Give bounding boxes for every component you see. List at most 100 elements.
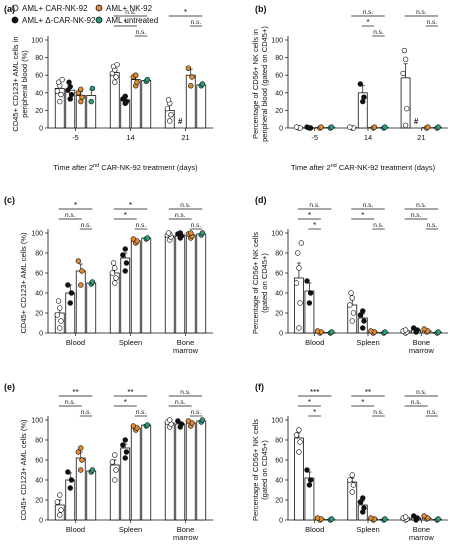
data-point: [360, 308, 366, 314]
y-axis-label: Percentage of CD56+ NK cells inperiphera…: [251, 26, 269, 142]
data-point: [293, 280, 300, 286]
y-tick-label: 40: [275, 478, 283, 485]
sig-label: n.s.: [427, 409, 438, 416]
panel-label: (f): [255, 382, 264, 392]
data-point: [382, 329, 388, 335]
y-tick-label: 60: [275, 73, 283, 80]
data-point: [67, 300, 73, 306]
data-point: [421, 326, 427, 332]
sig-label: n.s.: [65, 399, 76, 406]
sig-label: n.s.: [191, 409, 202, 416]
y-tick-label: 0: [279, 331, 283, 338]
y-tick-label: 80: [275, 55, 283, 62]
y-tick-label: 60: [275, 271, 283, 278]
data-point: [165, 97, 172, 103]
data-point: [75, 449, 82, 455]
data-point: [347, 124, 353, 130]
data-point: [55, 79, 62, 85]
legend: AML+ CAR-NK-92 AML+ NK-92 AML+ Δ-CAR-NK-…: [11, 4, 158, 25]
bar: [196, 420, 207, 521]
bar: [75, 270, 86, 334]
x-tick-label: Bone marrow: [173, 525, 199, 542]
sig-label: *: [308, 211, 311, 220]
data-point: [122, 246, 128, 252]
data-point: [54, 312, 61, 318]
sig-label: n.s.: [427, 222, 438, 229]
y-tick-label: 40: [35, 478, 43, 485]
sig-label: *: [361, 211, 364, 220]
data-point: [54, 499, 61, 505]
sig-label: *: [361, 398, 364, 407]
data-point: [360, 495, 366, 501]
data-point: [58, 507, 64, 513]
data-point: [65, 469, 71, 475]
data-point: [57, 325, 63, 331]
legend-label-untreated: AML untreated: [106, 16, 158, 25]
data-point: [348, 290, 354, 296]
data-point: [54, 88, 61, 94]
y-tick-label: 100: [271, 418, 283, 425]
data-point: [67, 83, 73, 90]
bar: [400, 77, 411, 129]
data-point: [350, 482, 357, 488]
data-point: [120, 252, 126, 258]
data-point: [401, 47, 408, 54]
bar: [109, 464, 120, 521]
data-point: [199, 81, 206, 87]
data-point: [55, 298, 62, 304]
data-point: [113, 467, 119, 473]
data-point: [199, 230, 206, 236]
sig-label: *: [74, 201, 77, 210]
sig-label: n.s.: [373, 29, 384, 36]
x-tick-label: Bone marrow: [409, 338, 435, 355]
y-tick-label: 0: [39, 126, 43, 133]
data-point: [178, 421, 185, 427]
data-point: [368, 515, 374, 521]
y-tick-label: 0: [39, 331, 43, 338]
data-point: [425, 124, 431, 130]
legend-swatch-car-nk-92: [11, 4, 19, 12]
bar: [164, 422, 175, 521]
data-point: [112, 477, 118, 483]
y-tick-label: 40: [35, 291, 43, 298]
y-tick-label: 40: [35, 90, 43, 97]
data-point: [347, 477, 353, 483]
x-tick-label: Bone marrow: [409, 525, 435, 542]
data-point: [307, 477, 314, 483]
x-tick-label: Spleen: [119, 338, 142, 347]
data-point: [188, 230, 194, 236]
y-axis-label: CD45+ CD123+ AML cells (%): [19, 419, 28, 521]
data-point: [304, 467, 310, 473]
data-point: [78, 86, 84, 92]
data-point: [67, 485, 73, 491]
data-point: [122, 437, 128, 443]
data-point: [318, 124, 324, 130]
data-point: [296, 325, 302, 331]
y-tick-label: 100: [271, 231, 283, 238]
y-tick-label: 40: [275, 291, 283, 298]
data-point: [130, 236, 137, 242]
sig-label: n.s.: [125, 9, 136, 16]
data-point: [79, 268, 85, 274]
data-point: [78, 467, 84, 473]
data-point: [297, 439, 303, 445]
panel-label: (e): [4, 382, 15, 392]
y-axis-label: CD45+ CD123+ AML cells inperipheral bloo…: [11, 36, 29, 131]
y-axis-label: Percentage of CD56+ NK cells(gated on CD…: [251, 232, 269, 334]
x-tick-label: 21: [181, 133, 189, 142]
sig-label: n.s.: [373, 409, 384, 416]
x-tick-label: Blood: [305, 525, 324, 534]
data-point: [328, 329, 335, 335]
panel-label: (d): [255, 195, 267, 205]
sig-label: ***: [310, 388, 319, 397]
data-point: [123, 98, 130, 105]
sig-label: n.s.: [411, 399, 422, 406]
x-axis-label: Time after 2nd CAR-NK-92 treatment (days…: [53, 163, 198, 172]
x-tick-label: Blood: [66, 338, 85, 347]
data-point: [402, 56, 409, 63]
data-point: [65, 282, 71, 288]
data-point: [134, 79, 140, 85]
